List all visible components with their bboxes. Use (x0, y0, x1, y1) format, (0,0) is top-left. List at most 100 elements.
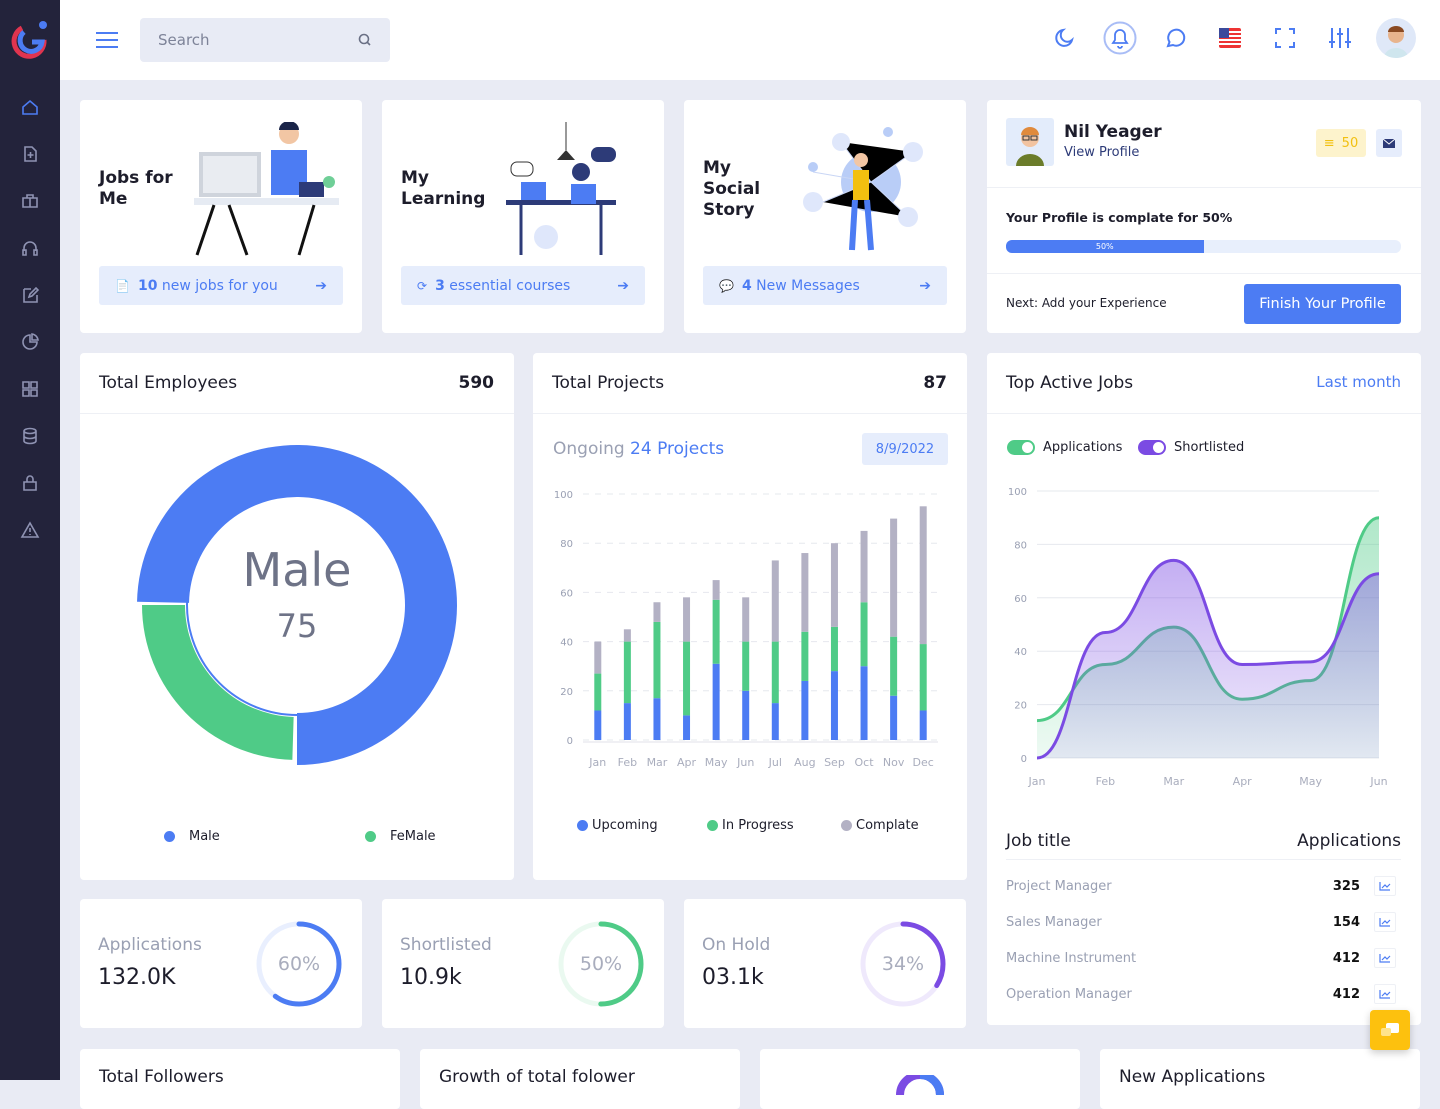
promo-action-button[interactable]: 💬 4 New Messages ➔ (703, 266, 947, 305)
sidebar-item-lock[interactable] (18, 471, 42, 495)
sidebar-item-headphones[interactable] (18, 236, 42, 260)
coins-badge[interactable]: ≡ 50 (1316, 129, 1366, 157)
sidebar-item-pie-chart[interactable] (18, 330, 42, 354)
legend-item[interactable]: Upcoming (577, 818, 658, 833)
menu-icon[interactable] (96, 32, 118, 48)
search-icon[interactable] (358, 33, 372, 47)
bell-icon[interactable] (1101, 18, 1138, 58)
us-flag-icon[interactable] (1211, 18, 1248, 58)
bar-upcoming[interactable] (801, 680, 809, 740)
bar-in-progress[interactable] (623, 641, 631, 704)
finish-profile-button[interactable]: Finish Your Profile (1244, 284, 1401, 324)
legend-toggle[interactable]: Shortlisted (1138, 440, 1244, 455)
bar-complate[interactable] (801, 553, 809, 632)
table-row[interactable]: Sales Manager 154 (1006, 912, 1396, 932)
next-step-text: Next: Add your Experience (1006, 296, 1167, 310)
toggle-switch[interactable] (1007, 440, 1035, 455)
job-title: Sales Manager (1006, 914, 1102, 930)
bar-complate[interactable] (890, 518, 898, 637)
donut-slice-female[interactable] (142, 605, 294, 760)
bar-complate[interactable] (653, 602, 661, 622)
bar-complate[interactable] (623, 629, 631, 642)
bar-in-progress[interactable] (860, 602, 868, 667)
col-applications: Applications (1297, 831, 1401, 851)
divider (80, 413, 514, 414)
promo-action-text: 3 essential courses (435, 277, 571, 294)
bar-complate[interactable] (771, 560, 779, 642)
x-tick-label: Apr (1233, 775, 1253, 788)
line-shortlisted[interactable] (1036, 558, 1380, 760)
bar-complate[interactable] (830, 543, 838, 627)
bar-complate[interactable] (712, 580, 720, 600)
promo-action-button[interactable]: 📄 10 new jobs for you ➔ (99, 266, 343, 305)
bar-in-progress[interactable] (801, 631, 809, 681)
sidebar-item-database[interactable] (18, 424, 42, 448)
sidebar-item-alert[interactable] (18, 518, 42, 542)
toggle-switch[interactable] (1138, 440, 1166, 455)
bar-complate[interactable] (594, 641, 602, 674)
mail-button[interactable] (1376, 129, 1402, 157)
trend-chart-icon[interactable] (1374, 912, 1396, 932)
legend-female[interactable]: FeMale (365, 829, 436, 844)
bar-in-progress[interactable] (771, 641, 779, 704)
sliders-icon[interactable] (1321, 18, 1358, 58)
legend-male[interactable]: Male (164, 829, 220, 844)
promo-action-button[interactable]: ⟳ 3 essential courses ➔ (401, 266, 645, 305)
table-row[interactable]: Machine Instrument 412 (1006, 948, 1396, 968)
legend-toggle[interactable]: Applications (1007, 440, 1122, 455)
moon-icon[interactable] (1046, 18, 1083, 58)
card-title: Top Active Jobs (1006, 373, 1134, 393)
trend-chart-icon[interactable] (1374, 876, 1396, 896)
search-input[interactable]: Search (140, 18, 390, 62)
bar-upcoming[interactable] (890, 695, 898, 740)
chat-icon[interactable] (1156, 18, 1193, 58)
bar-upcoming[interactable] (919, 710, 927, 740)
sidebar-item-briefcase[interactable] (18, 189, 42, 213)
legend-item[interactable]: In Progress (707, 818, 794, 833)
bar-upcoming[interactable] (860, 666, 868, 740)
promo-card[interactable]: My Social Story 💬 4 New Messages ➔ (684, 100, 966, 333)
bar-upcoming[interactable] (594, 710, 602, 740)
edit-icon (23, 286, 40, 303)
legend-label: Shortlisted (1174, 440, 1245, 455)
bar-complate[interactable] (683, 597, 691, 642)
sidebar-item-edit[interactable] (18, 283, 42, 307)
bar-upcoming[interactable] (653, 698, 661, 740)
table-row[interactable]: Project Manager 325 (1006, 876, 1396, 896)
bar-in-progress[interactable] (742, 641, 750, 691)
bar-in-progress[interactable] (712, 599, 720, 664)
promo-card[interactable]: My Learning ⟳ 3 essential courses ➔ (382, 100, 664, 333)
fullscreen-icon[interactable] (1266, 18, 1303, 58)
brand-logo[interactable] (10, 18, 50, 62)
period-filter[interactable]: Last month (1316, 373, 1401, 391)
bar-complate[interactable] (742, 597, 750, 642)
table-row[interactable]: Operation Manager 412 (1006, 984, 1396, 1004)
bar-upcoming[interactable] (771, 703, 779, 740)
bar-upcoming[interactable] (742, 690, 750, 740)
total-employees-card: Total Employees 590 Male 75 Male FeMale (80, 353, 514, 880)
bar-complate[interactable] (860, 530, 868, 603)
sidebar-item-file-plus[interactable] (18, 142, 42, 166)
legend-item[interactable]: Complate (841, 818, 919, 833)
sidebar-item-home[interactable] (18, 95, 42, 119)
bar-in-progress[interactable] (919, 644, 927, 711)
promo-card[interactable]: Jobs for Me 📄 10 new jobs for you ➔ (80, 100, 362, 333)
bar-in-progress[interactable] (594, 673, 602, 711)
chat-fab-button[interactable] (1370, 1010, 1410, 1050)
view-profile-link[interactable]: View Profile (1064, 145, 1140, 160)
bar-in-progress[interactable] (890, 636, 898, 696)
bar-upcoming[interactable] (830, 671, 838, 740)
user-avatar[interactable] (1376, 18, 1416, 58)
bar-upcoming[interactable] (683, 715, 691, 740)
bar-complate[interactable] (919, 506, 927, 645)
sidebar-item-grid[interactable] (18, 377, 42, 401)
bar-in-progress[interactable] (830, 626, 838, 672)
donut-slice-male[interactable] (137, 445, 458, 765)
date-badge[interactable]: 8/9/2022 (862, 433, 948, 465)
bar-upcoming[interactable] (712, 663, 720, 740)
bar-in-progress[interactable] (653, 621, 661, 699)
trend-chart-icon[interactable] (1374, 948, 1396, 968)
trend-chart-icon[interactable] (1374, 984, 1396, 1004)
bar-in-progress[interactable] (683, 641, 691, 716)
bar-upcoming[interactable] (623, 703, 631, 740)
